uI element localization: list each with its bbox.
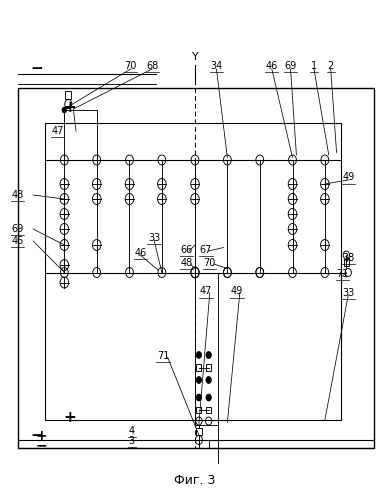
Text: +: + [64,410,76,425]
Text: 69: 69 [284,61,297,71]
Text: 4: 4 [129,426,135,436]
Bar [197,407,201,413]
Circle shape [206,394,211,401]
Text: 70: 70 [124,61,137,71]
Text: 71: 71 [336,269,349,279]
Text: 48: 48 [180,258,193,268]
Text: 69: 69 [11,224,24,234]
Text: 2: 2 [328,61,334,71]
Text: 49: 49 [342,172,355,182]
Text: 46: 46 [266,61,278,71]
Text: 67: 67 [200,245,212,255]
Circle shape [196,394,202,401]
Bar [206,364,211,371]
Text: 46: 46 [134,248,147,258]
Text: −: − [35,438,47,452]
Bar [344,259,349,266]
Bar [45,122,341,420]
Circle shape [196,352,202,358]
Text: −: − [31,428,43,442]
Text: 33: 33 [148,233,160,243]
Text: 49: 49 [231,286,243,296]
Circle shape [196,376,202,384]
Bar [18,88,374,448]
Circle shape [206,352,211,358]
Bar [196,428,202,435]
Text: Y: Y [191,52,199,62]
Text: 46: 46 [11,236,24,246]
Circle shape [206,376,211,384]
Text: +: + [35,430,47,444]
Text: 68: 68 [146,61,158,71]
Text: 48: 48 [11,190,24,200]
Text: 33: 33 [342,288,355,298]
Text: 66: 66 [180,245,193,255]
Text: +: + [64,100,76,115]
Text: Фиг. 3: Фиг. 3 [174,474,216,487]
Bar [206,407,211,413]
Text: 47: 47 [51,126,64,136]
Bar [66,91,71,98]
Text: 1: 1 [311,61,317,71]
Text: 34: 34 [210,61,223,71]
Text: 70: 70 [204,258,216,268]
Text: 47: 47 [200,286,212,296]
Text: −: − [31,61,43,76]
Circle shape [62,107,67,113]
Text: 38: 38 [342,253,355,263]
Text: 71: 71 [157,351,169,361]
Text: 3: 3 [129,436,135,446]
Bar [197,364,201,371]
